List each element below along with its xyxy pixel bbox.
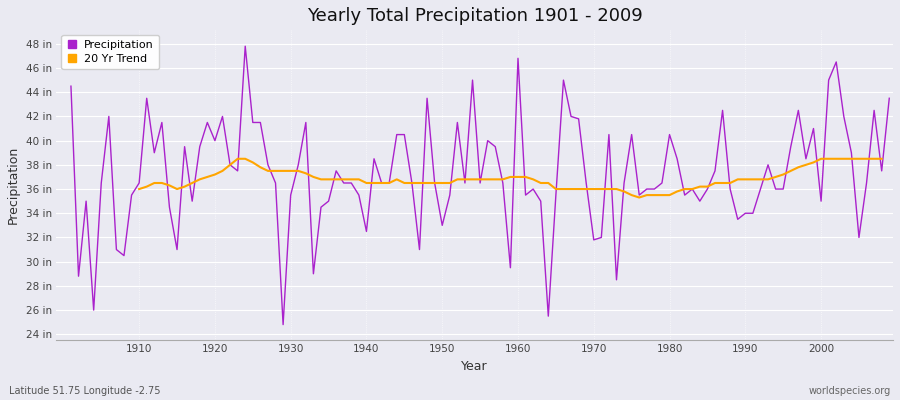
Text: worldspecies.org: worldspecies.org [809, 386, 891, 396]
Legend: Precipitation, 20 Yr Trend: Precipitation, 20 Yr Trend [61, 35, 159, 69]
X-axis label: Year: Year [461, 360, 488, 373]
Y-axis label: Precipitation: Precipitation [7, 146, 20, 224]
Text: Latitude 51.75 Longitude -2.75: Latitude 51.75 Longitude -2.75 [9, 386, 160, 396]
Title: Yearly Total Precipitation 1901 - 2009: Yearly Total Precipitation 1901 - 2009 [307, 7, 643, 25]
